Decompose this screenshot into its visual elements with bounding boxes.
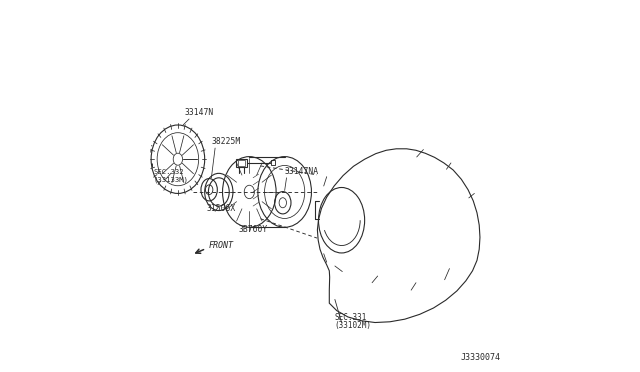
Text: FRONT: FRONT	[209, 241, 234, 250]
Text: (33133M): (33133M)	[154, 177, 188, 183]
Text: J3330074: J3330074	[460, 353, 500, 362]
Text: SEC.332: SEC.332	[154, 169, 184, 175]
Text: SEC.331: SEC.331	[334, 313, 367, 322]
Text: 33147N: 33147N	[184, 108, 214, 117]
Bar	[236, 159, 246, 167]
Text: 3B760Y: 3B760Y	[239, 225, 268, 234]
Text: 31506X: 31506X	[207, 204, 236, 213]
Text: 33147NA: 33147NA	[285, 167, 319, 176]
Text: (33102M): (33102M)	[334, 321, 371, 330]
Bar	[271, 160, 275, 165]
Text: 38225M: 38225M	[211, 137, 241, 146]
Bar	[238, 160, 245, 166]
